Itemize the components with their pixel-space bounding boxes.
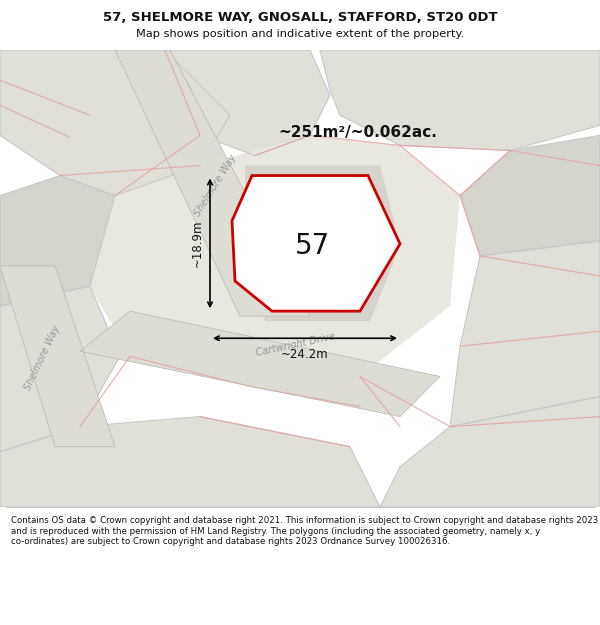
Text: ~24.2m: ~24.2m bbox=[281, 348, 329, 361]
Text: Contains OS data © Crown copyright and database right 2021. This information is : Contains OS data © Crown copyright and d… bbox=[11, 516, 598, 546]
Polygon shape bbox=[380, 396, 600, 507]
Polygon shape bbox=[232, 176, 400, 311]
Polygon shape bbox=[450, 241, 600, 427]
Polygon shape bbox=[0, 50, 230, 196]
Polygon shape bbox=[115, 50, 310, 316]
Text: Shelmore Way: Shelmore Way bbox=[192, 153, 238, 218]
Polygon shape bbox=[0, 286, 120, 452]
Polygon shape bbox=[0, 417, 380, 507]
Text: 57: 57 bbox=[295, 232, 331, 259]
Text: ~251m²/~0.062ac.: ~251m²/~0.062ac. bbox=[278, 126, 437, 141]
Text: Map shows position and indicative extent of the property.: Map shows position and indicative extent… bbox=[136, 29, 464, 39]
Polygon shape bbox=[0, 176, 115, 306]
Text: ~18.9m: ~18.9m bbox=[191, 219, 204, 267]
Text: Shelmore Way: Shelmore Way bbox=[23, 324, 61, 392]
Polygon shape bbox=[0, 266, 115, 447]
Polygon shape bbox=[90, 136, 460, 386]
Text: 57, SHELMORE WAY, GNOSALL, STAFFORD, ST20 0DT: 57, SHELMORE WAY, GNOSALL, STAFFORD, ST2… bbox=[103, 11, 497, 24]
Polygon shape bbox=[320, 50, 600, 151]
Polygon shape bbox=[245, 166, 400, 321]
Text: Cartwright Drive: Cartwright Drive bbox=[254, 331, 335, 357]
Polygon shape bbox=[160, 50, 330, 156]
Polygon shape bbox=[460, 136, 600, 256]
Polygon shape bbox=[80, 311, 440, 417]
